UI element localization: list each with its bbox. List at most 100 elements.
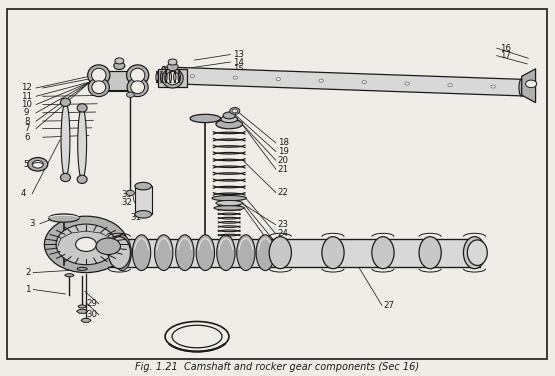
- Circle shape: [56, 224, 116, 265]
- Bar: [90, 73, 107, 90]
- Ellipse shape: [216, 200, 243, 206]
- Text: 5: 5: [24, 160, 29, 169]
- Bar: [158, 69, 187, 87]
- Text: 15: 15: [233, 65, 244, 74]
- Text: 18: 18: [278, 138, 289, 147]
- Circle shape: [491, 85, 495, 88]
- Circle shape: [319, 79, 324, 82]
- Text: 32: 32: [121, 198, 132, 207]
- Ellipse shape: [108, 237, 130, 268]
- Text: 22: 22: [278, 188, 289, 197]
- Circle shape: [230, 108, 240, 114]
- Ellipse shape: [127, 65, 149, 85]
- Ellipse shape: [196, 235, 214, 271]
- Ellipse shape: [162, 68, 183, 88]
- Ellipse shape: [88, 65, 110, 85]
- Ellipse shape: [237, 235, 255, 271]
- Text: 24: 24: [278, 229, 289, 238]
- Ellipse shape: [322, 237, 344, 268]
- Circle shape: [32, 161, 43, 168]
- Ellipse shape: [154, 235, 173, 271]
- Circle shape: [167, 63, 178, 71]
- Ellipse shape: [190, 114, 220, 123]
- Text: 9: 9: [24, 108, 29, 117]
- Circle shape: [115, 58, 124, 64]
- Text: 19: 19: [278, 147, 289, 156]
- Bar: [135, 186, 152, 214]
- Polygon shape: [77, 309, 88, 313]
- Text: 3: 3: [29, 219, 35, 228]
- Text: 29: 29: [86, 299, 97, 308]
- Text: 20: 20: [278, 156, 289, 165]
- Text: 23: 23: [278, 220, 289, 229]
- Text: 33: 33: [121, 190, 132, 199]
- Polygon shape: [522, 69, 536, 103]
- Text: 21: 21: [278, 165, 289, 174]
- Text: 13: 13: [233, 50, 244, 59]
- Ellipse shape: [256, 235, 274, 271]
- Text: 10: 10: [21, 100, 32, 109]
- Ellipse shape: [131, 81, 144, 94]
- Ellipse shape: [165, 321, 229, 352]
- Text: 26: 26: [278, 247, 289, 256]
- Ellipse shape: [519, 79, 524, 96]
- Bar: [99, 71, 139, 90]
- Circle shape: [44, 216, 128, 273]
- Ellipse shape: [223, 112, 235, 119]
- Ellipse shape: [88, 78, 109, 97]
- Text: 27: 27: [383, 301, 394, 310]
- Circle shape: [233, 76, 238, 79]
- Ellipse shape: [65, 274, 74, 277]
- Ellipse shape: [221, 116, 238, 123]
- Ellipse shape: [127, 78, 148, 97]
- Ellipse shape: [78, 305, 86, 308]
- Text: 28: 28: [208, 341, 219, 350]
- Ellipse shape: [216, 235, 235, 271]
- Circle shape: [96, 238, 120, 255]
- Ellipse shape: [77, 104, 87, 112]
- Circle shape: [526, 80, 537, 88]
- Text: 31: 31: [130, 213, 142, 222]
- Text: 6: 6: [24, 133, 29, 142]
- Ellipse shape: [92, 68, 106, 82]
- Ellipse shape: [92, 81, 105, 94]
- Ellipse shape: [135, 182, 152, 190]
- Ellipse shape: [49, 214, 79, 222]
- Ellipse shape: [135, 211, 152, 218]
- Ellipse shape: [175, 235, 194, 271]
- Text: 4: 4: [21, 189, 26, 198]
- Circle shape: [190, 75, 195, 78]
- Ellipse shape: [61, 102, 70, 177]
- Circle shape: [405, 82, 410, 85]
- Text: Fig. 1.21  Camshaft and rocker gear components (Sec 16): Fig. 1.21 Camshaft and rocker gear compo…: [135, 362, 420, 371]
- Ellipse shape: [214, 206, 244, 210]
- Ellipse shape: [78, 108, 87, 179]
- Text: 17: 17: [500, 51, 511, 60]
- Circle shape: [75, 237, 97, 252]
- Bar: [108, 239, 480, 267]
- Ellipse shape: [161, 67, 166, 84]
- Text: 7: 7: [24, 124, 29, 133]
- Circle shape: [114, 62, 125, 70]
- Text: 8: 8: [24, 117, 29, 126]
- Circle shape: [276, 78, 280, 81]
- Ellipse shape: [212, 196, 246, 201]
- Circle shape: [127, 190, 134, 196]
- Ellipse shape: [113, 235, 131, 271]
- Polygon shape: [163, 67, 522, 96]
- Ellipse shape: [60, 173, 70, 182]
- Text: 2: 2: [25, 268, 31, 277]
- Text: 25: 25: [278, 238, 289, 247]
- Circle shape: [127, 92, 134, 97]
- Circle shape: [168, 59, 177, 65]
- Text: 11: 11: [21, 92, 32, 101]
- Ellipse shape: [269, 237, 291, 268]
- Circle shape: [448, 83, 452, 86]
- Ellipse shape: [130, 68, 145, 82]
- Circle shape: [362, 80, 366, 83]
- Text: 14: 14: [233, 58, 244, 67]
- Ellipse shape: [172, 325, 222, 348]
- Ellipse shape: [77, 175, 87, 183]
- Ellipse shape: [133, 235, 151, 271]
- Ellipse shape: [467, 240, 487, 265]
